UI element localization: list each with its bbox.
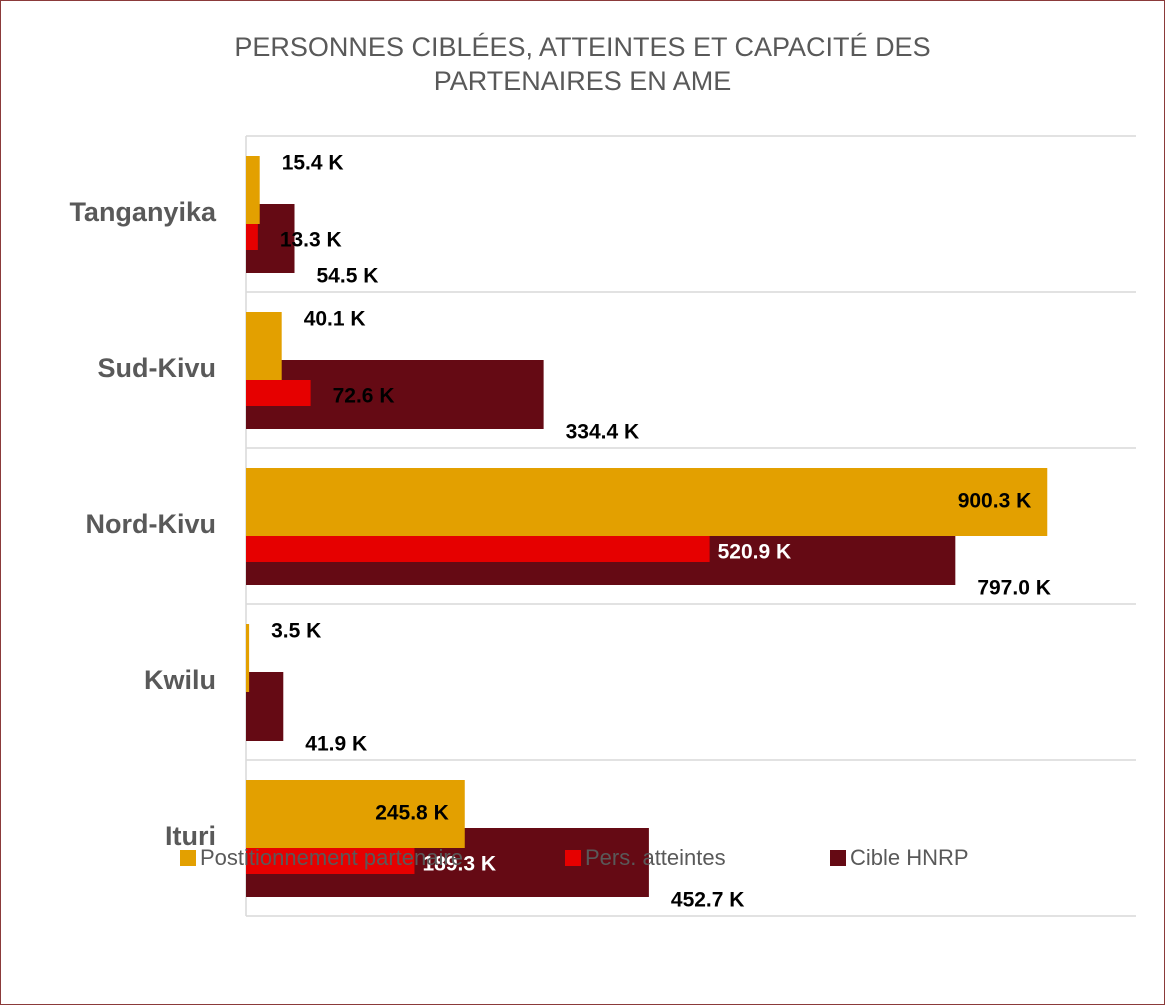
- bar: [246, 672, 284, 741]
- data-label: 189.3 K: [422, 853, 496, 876]
- data-label: 40.1 K: [304, 308, 366, 331]
- legend-label: Pers. atteintes: [585, 845, 726, 870]
- data-label: 452.7 K: [671, 889, 745, 912]
- legend-label: Cible HNRP: [850, 845, 969, 870]
- data-label: 54.5 K: [317, 265, 379, 288]
- bar: [246, 468, 1048, 536]
- bar: [246, 780, 465, 848]
- bar: [246, 624, 250, 692]
- data-label: 520.9 K: [718, 541, 792, 564]
- bar: [246, 156, 260, 224]
- legend-swatch: [180, 850, 196, 866]
- y-tick-label: Sud-Kivu: [98, 353, 217, 383]
- bar: [246, 224, 258, 250]
- y-tick-label: Tanganyika: [69, 197, 217, 227]
- data-label: 245.8 K: [375, 802, 449, 825]
- y-tick-label: Nord-Kivu: [86, 509, 217, 539]
- y-tick-label: Kwilu: [144, 665, 216, 695]
- bar: [246, 536, 710, 562]
- y-tick-label: Ituri: [165, 821, 216, 851]
- legend-swatch: [830, 850, 846, 866]
- data-label: 13.3 K: [280, 229, 342, 252]
- data-label: 334.4 K: [566, 421, 640, 444]
- legend-label: Postitionnement partenaire: [200, 845, 463, 870]
- bar: [246, 312, 282, 380]
- data-label: 15.4 K: [282, 152, 344, 175]
- data-label: 900.3 K: [958, 490, 1032, 513]
- data-label: 72.6 K: [333, 385, 395, 408]
- data-label: 797.0 K: [977, 577, 1051, 600]
- bar: [246, 848, 415, 874]
- chart-title: PERSONNES CIBLÉES, ATTEINTES ET CAPACITÉ…: [234, 32, 931, 96]
- legend-swatch: [565, 850, 581, 866]
- bar: [246, 380, 311, 406]
- data-label: 41.9 K: [305, 733, 367, 756]
- data-label: 3.5 K: [271, 620, 321, 643]
- title-box: PERSONNES CIBLÉES, ATTEINTES ET CAPACITÉ…: [0, 30, 1165, 98]
